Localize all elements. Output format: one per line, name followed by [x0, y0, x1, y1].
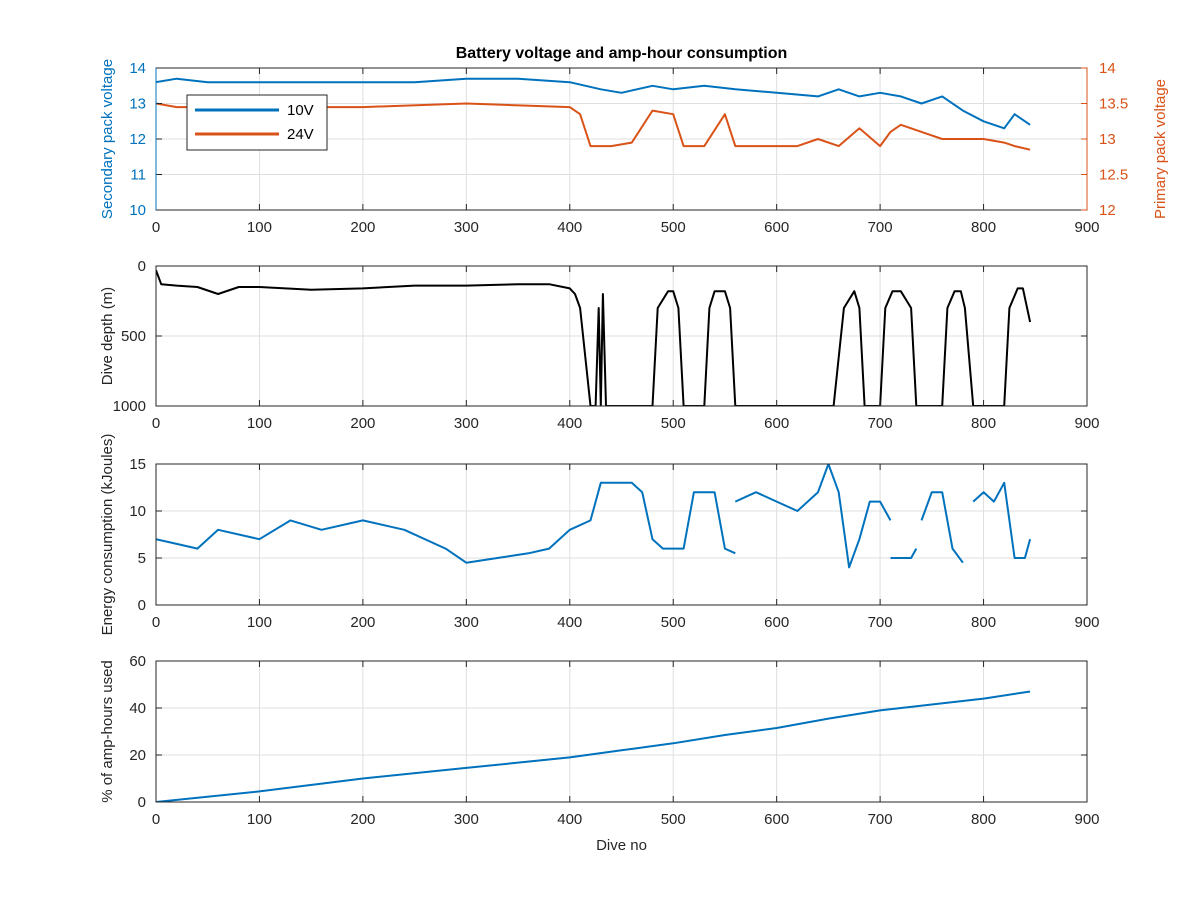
y-tick-label: 1000 [113, 398, 146, 415]
x-tick-label: 100 [247, 614, 272, 631]
x-tick-label: 800 [971, 219, 996, 236]
x-tick-label: 0 [152, 415, 160, 432]
x-tick-label: 700 [868, 614, 893, 631]
panels: 0 100 200 300 400 500 600 700 800 900101112131412… [99, 45, 1169, 854]
x-tick-label: 600 [764, 614, 789, 631]
y-tick-label: 60 [129, 653, 146, 670]
x-tick-label: 100 [247, 219, 272, 236]
y-tick-label: 11 [130, 167, 146, 184]
y-tick-label: 10 [129, 503, 146, 520]
x-tick-label: 300 [454, 614, 479, 631]
y-axis-label: % of amp-hours used [99, 660, 116, 803]
panel-1: 0 100 200 300 400 500 600 700 800 900 10 11 12 13 14 12… [99, 45, 1169, 236]
y-tick-label: 0 [138, 794, 146, 811]
y-right-tick-label: 13 [1099, 131, 1116, 148]
panel-2: 0 100 200 300 400 500 600 700 800 900 0 500 1000 Dive… [99, 258, 1100, 432]
y-tick-label: 14 [129, 60, 146, 77]
x-tick-label: 0 [152, 614, 160, 631]
x-tick-label: 400 [557, 614, 582, 631]
y-right-tick-label: 14 [1099, 60, 1116, 77]
x-tick-label: 400 [557, 415, 582, 432]
x-tick-label: 400 [557, 219, 582, 236]
x-tick-label: 600 [764, 811, 789, 828]
y-tick-label: 12 [129, 131, 146, 148]
y-right-tick-label: 12.5 [1099, 167, 1128, 184]
x-tick-label: 600 [764, 219, 789, 236]
legend-label-24V: 24V [287, 126, 314, 143]
x-tick-label: 900 [1074, 219, 1099, 236]
x-tick-label: 500 [661, 614, 686, 631]
series-line-10V [156, 77, 1031, 130]
x-axis-label: Dive no [596, 837, 647, 854]
x-tick-label: 200 [350, 811, 375, 828]
y-tick-label: 500 [121, 328, 146, 345]
x-tick-label: 300 [454, 811, 479, 828]
series-line-1 [156, 690, 1031, 802]
y-right-tick-label: 13.5 [1099, 96, 1128, 113]
x-tick-label: 500 [661, 415, 686, 432]
x-tick-label: 600 [764, 415, 789, 432]
x-tick-label: 700 [868, 219, 893, 236]
x-tick-label: 800 [971, 415, 996, 432]
y-tick-label: 20 [129, 747, 146, 764]
x-tick-label: 900 [1074, 415, 1099, 432]
y-axis-label: Dive depth (m) [99, 287, 116, 385]
x-tick-label: 800 [971, 614, 996, 631]
axes-box [155, 660, 1088, 803]
y-axis-label-right: Primary pack voltage [1152, 79, 1169, 219]
x-tick-label: 500 [661, 811, 686, 828]
y-tick-label: 13 [129, 96, 146, 113]
y-right-tick-label: 12 [1099, 202, 1116, 219]
y-tick-label: 15 [129, 456, 146, 473]
series-group [156, 464, 1032, 569]
chart-title: Battery voltage and amp-hour consumption [456, 45, 788, 62]
series-line-24V [156, 102, 1031, 151]
y-tick-label: 40 [129, 700, 146, 717]
x-tick-label: 400 [557, 811, 582, 828]
legend-label-10V: 10V [287, 102, 314, 119]
y-axis-label: Secondary pack voltage [99, 59, 116, 219]
y-tick-label: 0 [138, 597, 146, 614]
axes-box [155, 463, 1088, 606]
x-tick-label: 900 [1074, 811, 1099, 828]
legend-box [186, 94, 328, 151]
x-tick-label: 0 [152, 219, 160, 236]
series-line-1 [156, 269, 1032, 406]
series-group [156, 690, 1031, 802]
x-tick-label: 200 [350, 219, 375, 236]
x-tick-label: 700 [868, 415, 893, 432]
x-tick-label: 500 [661, 219, 686, 236]
series-line-1 [156, 464, 1032, 569]
y-tick-label: 10 [129, 202, 146, 219]
x-tick-label: 200 [350, 614, 375, 631]
y-tick-label: 0 [138, 258, 146, 275]
x-tick-label: 900 [1074, 614, 1099, 631]
y-tick-label: 5 [138, 550, 146, 567]
series-group [156, 269, 1032, 406]
series-group [156, 77, 1031, 151]
x-tick-label: 200 [350, 415, 375, 432]
x-tick-label: 800 [971, 811, 996, 828]
y-axis-label: Energy consumption (kJoules) [99, 434, 116, 636]
x-tick-label: 300 [454, 219, 479, 236]
x-tick-label: 700 [868, 811, 893, 828]
panel-3: 0 100 200 300 400 500 600 700 800 900 0 5 10 15 Energy… [99, 434, 1100, 636]
x-tick-label: 300 [454, 415, 479, 432]
x-tick-label: 100 [247, 415, 272, 432]
x-tick-label: 0 [152, 811, 160, 828]
panel-4: 0 100 200 300 400 500 600 700 800 900 0 20 40 60 Dive … [99, 653, 1100, 854]
x-tick-label: 100 [247, 811, 272, 828]
